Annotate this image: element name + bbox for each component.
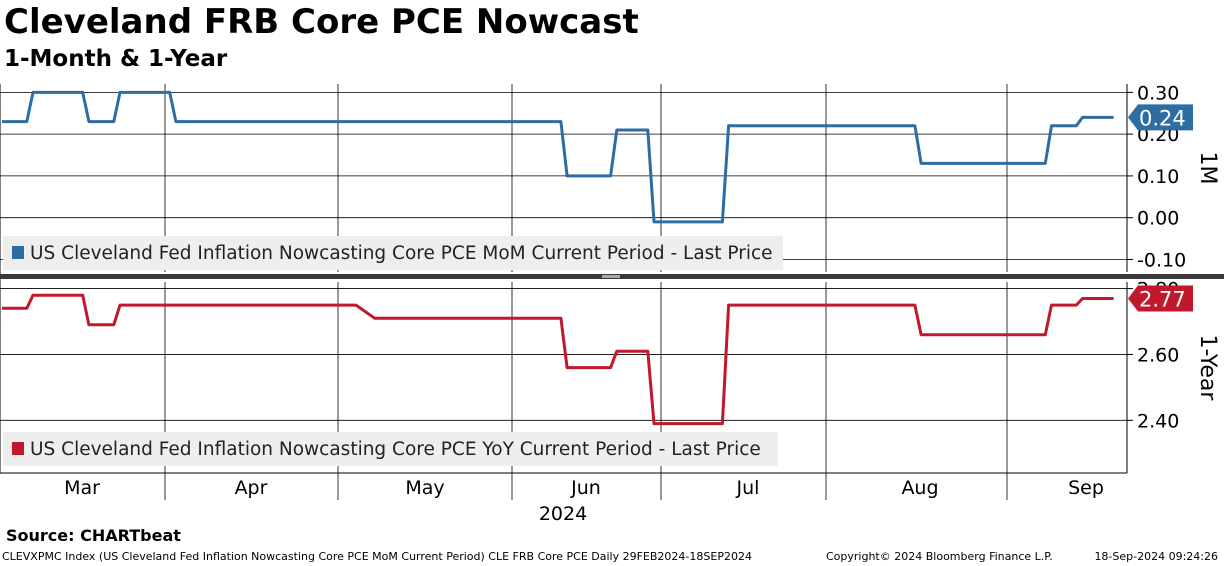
x-tick-label: Jun xyxy=(570,477,601,499)
axis-label: 1-Year xyxy=(1195,335,1220,402)
legend-swatch xyxy=(12,246,24,259)
last-value-tag xyxy=(1128,104,1193,131)
footer-timestamp: 18-Sep-2024 09:24:26 xyxy=(1094,550,1218,563)
axis-label: 1M xyxy=(1195,152,1220,185)
legend-label: US Cleveland Fed Inflation Nowcasting Co… xyxy=(30,439,761,460)
chart-title: Cleveland FRB Core PCE Nowcast xyxy=(4,2,639,42)
x-tick-label: Jul xyxy=(736,477,760,499)
legend-swatch xyxy=(12,442,24,455)
y-tick-label: 0.30 xyxy=(1137,82,1179,104)
series-line xyxy=(2,293,1114,426)
divider-grip xyxy=(602,275,620,278)
last-value-label: 2.77 xyxy=(1139,287,1186,311)
legend-box xyxy=(3,432,778,466)
footer-copyright: Copyright© 2024 Bloomberg Finance L.P. xyxy=(826,550,1053,563)
x-tick-label: May xyxy=(405,477,444,499)
last-value-tag xyxy=(1128,285,1193,312)
x-tick-label: Mar xyxy=(64,477,100,499)
legend-box xyxy=(3,236,783,270)
legend-label: US Cleveland Fed Inflation Nowcasting Co… xyxy=(30,243,773,264)
x-year-label: 2024 xyxy=(539,503,587,525)
footer-index-description: CLEVXPMC Index (US Cleveland Fed Inflati… xyxy=(2,550,752,563)
y-tick-label: 2.40 xyxy=(1137,410,1179,432)
x-tick-label: Apr xyxy=(235,477,268,499)
x-tick-label: Sep xyxy=(1068,477,1104,499)
last-value-label: 0.24 xyxy=(1139,106,1186,130)
x-tick-label: Aug xyxy=(901,477,938,499)
y-tick-label: 0.00 xyxy=(1137,208,1179,230)
y-tick-label: -0.10 xyxy=(1137,249,1186,271)
chart-subtitle: 1-Month & 1-Year xyxy=(4,46,228,72)
y-tick-label: 0.10 xyxy=(1137,166,1179,188)
y-tick-label: 2.60 xyxy=(1137,344,1179,366)
source-note: Source: CHARTbeat xyxy=(6,526,181,545)
series-line xyxy=(2,90,1114,224)
